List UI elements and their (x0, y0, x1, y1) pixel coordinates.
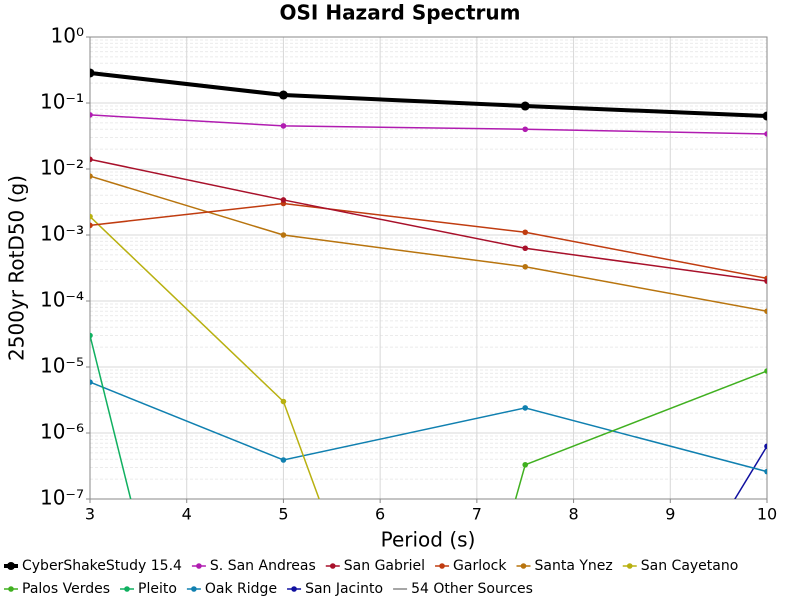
legend-label: 54 Other Sources (411, 581, 533, 597)
legend-label: San Jacinto (305, 581, 383, 597)
legend-label: Palos Verdes (22, 581, 110, 597)
plot (90, 68, 767, 499)
legend-item: Palos Verdes (4, 581, 110, 597)
chart-title: OSI Hazard Spectrum (280, 1, 521, 25)
series-line (90, 158, 767, 282)
data-point (90, 173, 93, 179)
legend-item: Garlock (435, 558, 507, 574)
data-point (522, 245, 529, 252)
legend-label: Pleito (138, 581, 177, 597)
x-tick-label: 10 (757, 505, 777, 524)
x-axis-label: Period (s) (381, 528, 476, 552)
legend-item: San Jacinto (287, 581, 383, 597)
legend-label: CyberShakeStudy 15.4 (22, 558, 182, 574)
legend-dot (329, 563, 336, 569)
data-point (762, 111, 767, 121)
legend: CyberShakeStudy 15.4 S. San Andreas San Ga… (4, 558, 738, 597)
legend-item: S. San Andreas (191, 558, 316, 574)
data-point (280, 398, 287, 405)
legend-label: San Cayetano (641, 558, 739, 574)
series-line (90, 175, 767, 312)
series-line (90, 335, 132, 499)
x-tick-label: 8 (568, 505, 578, 524)
x-tick-label: 9 (665, 505, 675, 524)
legend-label: San Gabriel (344, 558, 425, 574)
legend-dot (520, 563, 527, 569)
series-line (90, 202, 767, 280)
legend-item: CyberShakeStudy 15.4 (4, 558, 182, 574)
legend-dot (439, 563, 445, 569)
plot-border (89, 36, 768, 500)
data-point (90, 332, 93, 339)
data-point (280, 197, 287, 203)
legend-item: San Gabriel (325, 558, 425, 574)
data-point (90, 213, 93, 220)
y-tick-label: 10⁻² (40, 156, 84, 180)
data-point (522, 461, 529, 468)
y-tick-label: 10⁻⁶ (40, 420, 84, 444)
data-point (522, 229, 529, 236)
legend-item: Oak Ridge (186, 581, 277, 597)
legend-dot (7, 562, 15, 570)
legend-dot (124, 586, 130, 592)
legend-label: Garlock (453, 558, 507, 574)
y-tick-label: 10⁻¹ (40, 90, 84, 114)
series-line (90, 70, 767, 119)
data-point (764, 443, 767, 450)
legend-label: Oak Ridge (205, 581, 277, 597)
data-point (522, 405, 529, 411)
legend-dot (626, 563, 633, 569)
series-line (90, 114, 767, 135)
y-tick-label: 10⁻⁵ (40, 354, 84, 378)
grid (89, 36, 768, 500)
y-tick-label: 10⁻³ (40, 222, 84, 246)
x-tick-label: 4 (182, 505, 192, 524)
data-point (764, 468, 767, 475)
data-point (280, 123, 287, 129)
legend-dot (8, 586, 14, 592)
series-line (90, 381, 767, 473)
data-point (90, 156, 93, 163)
data-point (280, 457, 287, 463)
plot-area (90, 37, 767, 499)
legend-item: Santa Ynez (516, 558, 613, 574)
x-tick-label: 3 (85, 505, 95, 524)
legend-label: S. San Andreas (210, 558, 316, 574)
x-tick-label: 7 (472, 505, 482, 524)
data-point (764, 131, 767, 137)
legend-dot (196, 563, 202, 569)
data-point (278, 90, 288, 100)
data-point (522, 263, 529, 270)
data-point (280, 232, 287, 238)
data-point (90, 112, 93, 118)
data-point (90, 222, 93, 229)
legend-dot (291, 586, 297, 592)
data-point (764, 278, 767, 284)
data-point (522, 126, 529, 133)
x-tick-label: 5 (278, 505, 288, 524)
legend-label: Santa Ynez (535, 558, 613, 574)
y-tick-label: 10⁻⁴ (40, 288, 84, 312)
legend-item: 54 Other Sources (393, 581, 533, 597)
data-point (520, 101, 530, 111)
data-point (90, 68, 95, 78)
x-tick-label: 6 (375, 505, 385, 524)
y-tick-label: 10⁻⁷ (40, 486, 84, 510)
legend-item: San Cayetano (622, 558, 739, 574)
y-tick-label: 10⁰ (51, 24, 84, 48)
y-axis-label: 2500yr RotD50 (g) (5, 175, 29, 361)
legend-dot (191, 586, 197, 592)
data-point (90, 379, 93, 385)
legend-item: Pleito (120, 581, 177, 597)
data-point (764, 308, 767, 315)
data-point (764, 368, 767, 374)
